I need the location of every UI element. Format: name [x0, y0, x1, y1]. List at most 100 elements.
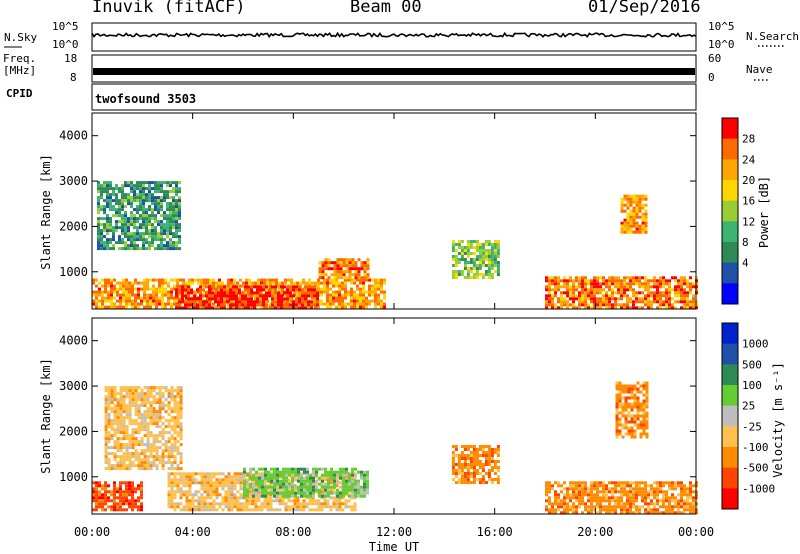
heatmap-cell	[315, 467, 318, 471]
heatmap-cell	[593, 505, 596, 509]
heatmap-cell	[617, 276, 620, 280]
heatmap-cell	[118, 220, 121, 224]
heatmap-cell	[175, 247, 178, 251]
heatmap-cell	[335, 508, 339, 512]
heatmap-cell	[166, 181, 169, 185]
heatmap-cell	[671, 303, 674, 307]
heatmap-cell	[143, 455, 147, 459]
heatmap-cell	[212, 472, 216, 476]
heatmap-cell	[496, 466, 500, 469]
heatmap-cell	[131, 305, 134, 309]
heatmap-cell	[300, 473, 303, 477]
heatmap-cell	[374, 296, 377, 300]
heatmap-cell	[130, 244, 133, 248]
heatmap-cell	[143, 416, 147, 420]
heatmap-cell	[113, 398, 117, 402]
heatmap-cell	[650, 279, 653, 283]
heatmap-cell	[659, 505, 662, 509]
heatmap-cell	[227, 508, 231, 512]
heatmap-cell	[692, 297, 695, 301]
heatmap-cell	[268, 291, 271, 295]
heatmap-cell	[650, 487, 653, 491]
heatmap-cell	[306, 491, 309, 495]
heatmap-cell	[220, 294, 223, 298]
heatmap-cell	[269, 278, 272, 282]
heatmap-cell	[206, 505, 210, 509]
heatmap-cell	[350, 293, 353, 297]
heatmap-cell	[148, 229, 151, 233]
nsearch-top-tick: 10^5	[708, 20, 735, 33]
heatmap-cell	[277, 306, 280, 310]
heatmap-cell	[668, 300, 671, 304]
heatmap-cell	[318, 494, 321, 498]
heatmap-cell	[103, 247, 106, 251]
heatmap-cell	[356, 284, 359, 288]
heatmap-cell	[110, 407, 114, 411]
heatmap-cell	[545, 285, 548, 289]
heatmap-cell	[590, 487, 593, 491]
heatmap-cell	[143, 395, 147, 399]
heatmap-cell	[636, 399, 640, 403]
heatmap-cell	[125, 502, 128, 506]
colorbar-tick-label: 16	[742, 195, 755, 208]
heatmap-cell	[256, 288, 259, 292]
heatmap-cell	[665, 499, 668, 503]
heatmap-cell	[158, 395, 162, 399]
heatmap-cell	[212, 508, 216, 512]
heatmap-cell	[617, 291, 620, 295]
heatmap-cell	[281, 287, 284, 291]
heatmap-cell	[451, 264, 455, 267]
heatmap-cell	[134, 440, 138, 444]
heatmap-cell	[275, 278, 278, 282]
heatmap-cell	[578, 294, 581, 298]
heatmap-cell	[209, 472, 213, 476]
heatmap-cell	[170, 290, 173, 294]
y-tick-label: 2000	[59, 219, 88, 233]
heatmap-cell	[578, 279, 581, 283]
heatmap-cell	[179, 407, 183, 411]
heatmap-cell	[170, 505, 174, 509]
heatmap-cell	[184, 288, 187, 292]
heatmap-cell	[235, 294, 238, 298]
heatmap-cell	[167, 472, 171, 476]
heatmap-cell	[324, 258, 328, 262]
heatmap-cell	[338, 281, 341, 285]
heatmap-cell	[321, 267, 325, 271]
heatmap-cell	[119, 499, 122, 503]
heatmap-cell	[157, 202, 160, 206]
heatmap-cell	[620, 306, 623, 310]
heatmap-cell	[255, 482, 258, 486]
heatmap-cell	[599, 297, 602, 301]
heatmap-cell	[160, 238, 163, 242]
heatmap-cell	[639, 432, 643, 436]
heatmap-cell	[266, 496, 270, 500]
heatmap-cell	[624, 417, 628, 421]
heatmap-cell	[191, 278, 194, 282]
heatmap-cell	[100, 235, 103, 239]
heatmap-cell	[185, 496, 189, 500]
heatmap-cell	[662, 300, 665, 304]
heatmap-cell	[145, 247, 148, 251]
heatmap-cell	[229, 297, 232, 301]
heatmap-cell	[623, 502, 626, 506]
velocity-y-label: Slant Range [km]	[39, 358, 53, 474]
heatmap-cell	[554, 276, 557, 280]
heatmap-cell	[683, 484, 686, 488]
x-tick-label: 16:00	[477, 525, 513, 539]
heatmap-cell	[638, 490, 641, 494]
heatmap-cell	[469, 460, 473, 463]
heatmap-cell	[158, 287, 161, 291]
heatmap-cell	[365, 299, 368, 303]
heatmap-cell	[172, 202, 175, 206]
heatmap-cell	[167, 446, 171, 450]
heatmap-cell	[230, 481, 234, 485]
heatmap-cell	[122, 395, 126, 399]
heatmap-cell	[329, 305, 332, 309]
heatmap-cell	[179, 478, 183, 482]
heatmap-cell	[593, 303, 596, 307]
heatmap-cell	[103, 226, 106, 230]
nave-label: Nave	[746, 63, 773, 76]
heatmap-cell	[323, 496, 327, 500]
heatmap-cell	[671, 505, 674, 509]
heatmap-cell	[360, 470, 363, 474]
